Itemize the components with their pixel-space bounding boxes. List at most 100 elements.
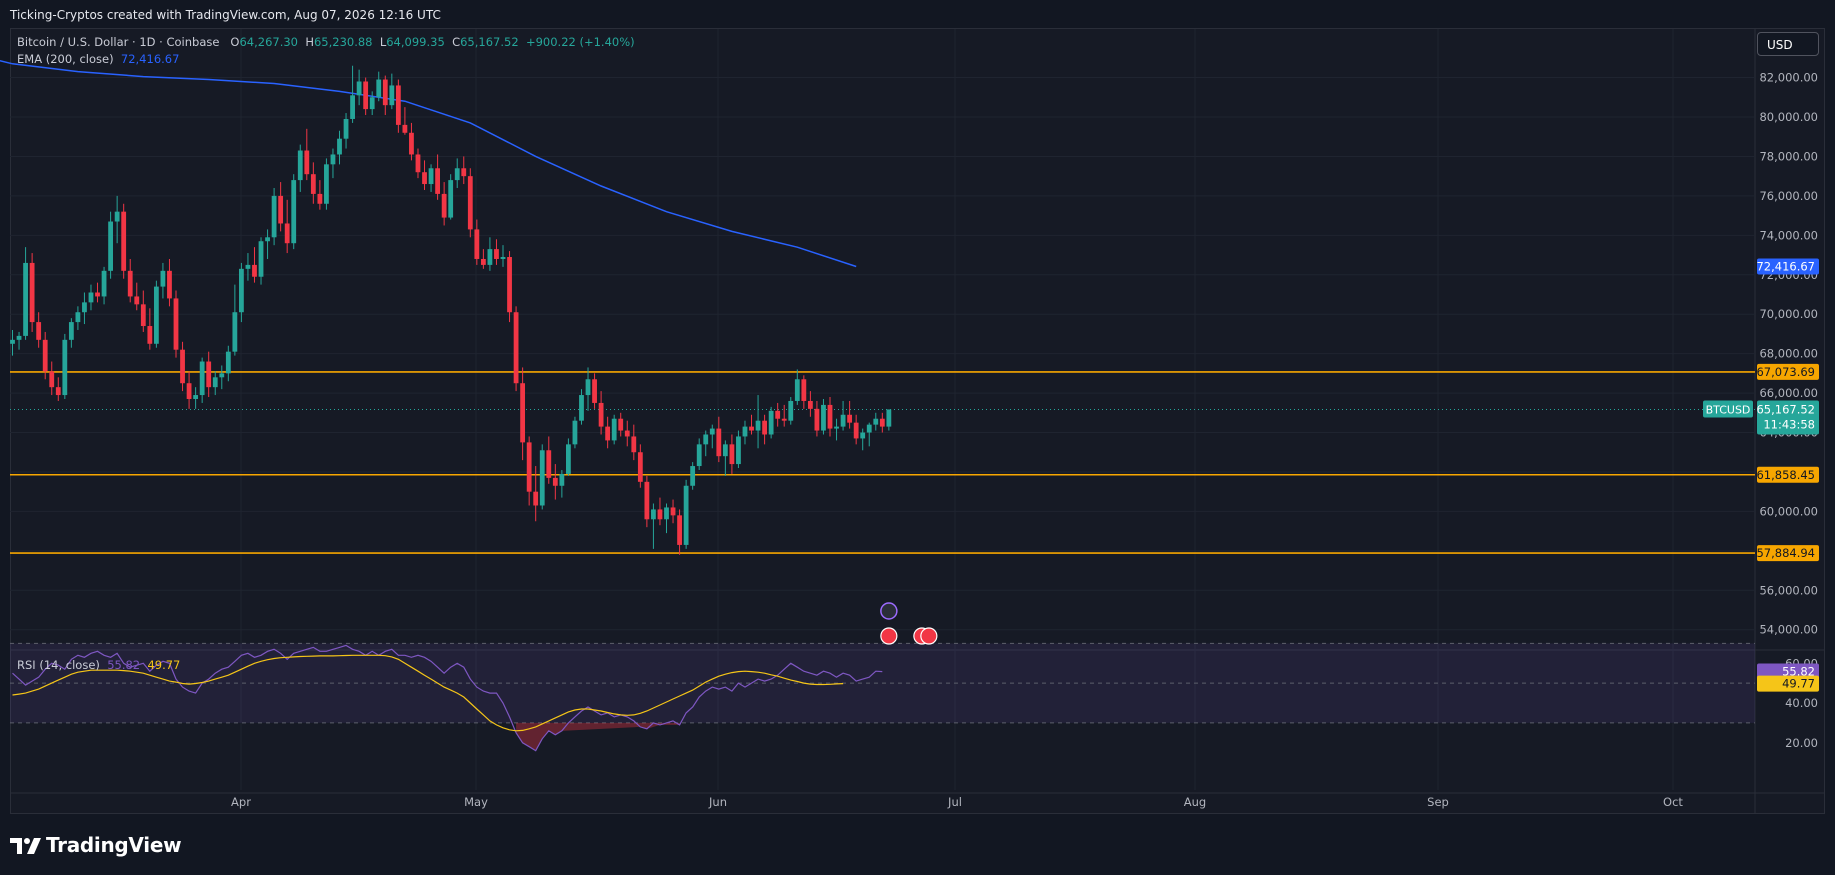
- x-tick-label: May: [464, 795, 488, 809]
- x-tick-label: Aug: [1184, 795, 1206, 809]
- candle-body: [55, 387, 61, 396]
- x-tick-label: Apr: [231, 795, 251, 809]
- close-value: 65,167.52: [460, 35, 519, 49]
- candle-body: [677, 515, 682, 545]
- candle-body: [840, 414, 846, 427]
- candle-body: [252, 264, 257, 277]
- candle-body: [768, 410, 774, 435]
- low-label: L: [379, 35, 387, 49]
- candle-body: [683, 485, 689, 545]
- candle-body: [879, 418, 885, 427]
- candle-body: [467, 176, 473, 230]
- candle-body: [794, 379, 800, 401]
- candle-body: [598, 402, 604, 427]
- symbol-name: Bitcoin / U.S. Dollar · 1D · Coinbase: [17, 35, 220, 49]
- brand-name: TradingView: [46, 833, 182, 857]
- candle-body: [696, 444, 702, 467]
- rsi-value: 55.82: [107, 658, 141, 672]
- candle-body: [722, 444, 728, 457]
- x-tick-label: Sep: [1427, 795, 1449, 809]
- y-tick-label: 68,000.00: [1759, 347, 1818, 361]
- candle-body: [428, 168, 434, 185]
- rsi-ma-value-label: 49.77: [1782, 677, 1815, 691]
- candle-body: [369, 97, 375, 110]
- candle-body: [480, 258, 486, 265]
- candle-body: [461, 168, 467, 177]
- candle-body: [559, 473, 565, 486]
- rsi-legend: RSI (14, close) 55.82 49.77: [17, 658, 180, 672]
- candle-body: [749, 426, 754, 431]
- rsi-ma-value: 49.77: [147, 658, 181, 672]
- candle-body: [75, 312, 81, 323]
- candle-body: [814, 408, 820, 431]
- candle-body: [153, 286, 159, 344]
- candle-body: [847, 414, 853, 423]
- rsi-ma-value-label-bg: [1757, 675, 1819, 692]
- candle-body: [873, 418, 879, 425]
- candle-body: [409, 132, 414, 155]
- candle-body: [49, 371, 55, 388]
- candle-body: [709, 428, 715, 435]
- candle-body: [422, 172, 427, 185]
- candle-body: [382, 79, 388, 106]
- candle-body: [742, 426, 748, 437]
- candle-body: [317, 193, 323, 204]
- change-value: +900.22 (+1.40%): [525, 35, 635, 49]
- high-label: H: [305, 35, 314, 49]
- candle-body: [212, 377, 218, 388]
- ema-value: 72,416.67: [120, 52, 180, 66]
- chart-credit: Ticking-Cryptos created with TradingView…: [10, 8, 441, 22]
- candle-body: [801, 379, 807, 401]
- candle-body: [611, 418, 617, 441]
- candle-body: [324, 164, 329, 204]
- candle-body: [435, 168, 440, 194]
- x-tick-label: Jul: [947, 795, 962, 809]
- y-tick-label: 80,000.00: [1759, 110, 1818, 124]
- candle-body: [566, 444, 571, 474]
- candle-body: [526, 442, 532, 492]
- rsi-value-label: 55.82: [1782, 665, 1815, 679]
- candle-body: [533, 491, 539, 506]
- currency-button[interactable]: USD: [1757, 32, 1819, 56]
- candle-body: [729, 444, 735, 465]
- candle-body: [415, 154, 421, 173]
- rsi-ma-line: [12, 654, 844, 732]
- candle-body: [140, 304, 146, 327]
- ema-price-label-bg: [1757, 258, 1819, 275]
- low-value: 64,099.35: [386, 35, 445, 49]
- candle-body: [29, 262, 35, 323]
- rsi-value-label-bg: [1757, 663, 1819, 680]
- candle-body: [193, 395, 199, 399]
- candle-body: [147, 326, 153, 344]
- level-1-price-label: 67,073.69: [1756, 365, 1815, 379]
- candle-body: [186, 383, 192, 399]
- candle-body: [199, 361, 205, 396]
- candle-body: [101, 270, 107, 297]
- candle-body: [853, 422, 859, 439]
- candle-body: [644, 481, 650, 520]
- candle-body: [239, 268, 244, 313]
- rsi-y-tick-label: 40.00: [1785, 696, 1818, 710]
- candle-body: [664, 507, 669, 520]
- candle-body: [507, 257, 512, 313]
- candle-body: [108, 221, 113, 271]
- candle-body: [631, 436, 637, 453]
- rsi-label: RSI (14, close): [17, 658, 100, 672]
- candle-body: [310, 174, 316, 194]
- candle-body: [304, 150, 310, 175]
- symbol-legend: Bitcoin / U.S. Dollar · 1D · Coinbase O 6…: [17, 35, 635, 49]
- y-tick-label: 54,000.00: [1759, 623, 1818, 637]
- candle-body: [173, 298, 179, 350]
- level-3-price-label-bg: [1757, 545, 1819, 562]
- candle-body: [68, 322, 74, 340]
- candle-body: [160, 270, 166, 287]
- header-bar: Ticking-Cryptos created with TradingView…: [0, 0, 1835, 28]
- open-label: O: [230, 35, 240, 49]
- ema-legend: EMA (200, close) 72,416.67: [17, 52, 179, 66]
- candle-body: [546, 450, 552, 478]
- y-tick-label: 78,000.00: [1759, 149, 1818, 163]
- last-price-label: 65,167.52: [1756, 402, 1815, 416]
- candle-body: [807, 400, 813, 409]
- candle-body: [330, 154, 336, 165]
